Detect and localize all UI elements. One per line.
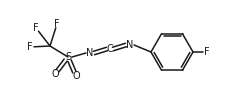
Text: N: N [86,48,94,58]
Text: F: F [204,47,210,57]
Text: F: F [33,23,39,33]
Text: O: O [51,69,59,79]
Text: O: O [72,71,80,81]
Text: F: F [54,19,60,29]
Text: C: C [107,44,113,54]
Text: S: S [65,52,71,62]
Text: N: N [126,40,134,50]
Text: F: F [27,42,33,52]
